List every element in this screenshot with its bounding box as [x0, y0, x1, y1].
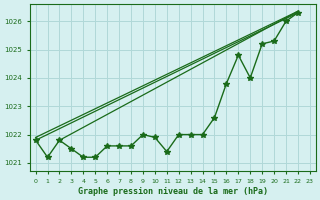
X-axis label: Graphe pression niveau de la mer (hPa): Graphe pression niveau de la mer (hPa) — [78, 187, 268, 196]
